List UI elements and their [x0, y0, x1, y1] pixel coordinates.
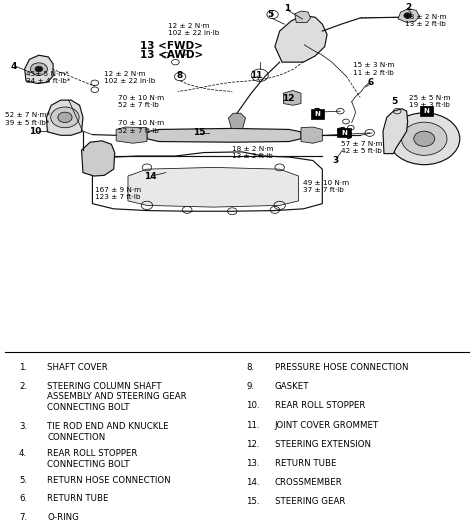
- Text: 57 ± 7 N·m
42 ± 5 ft·lb: 57 ± 7 N·m 42 ± 5 ft·lb: [341, 141, 383, 154]
- Text: 49 ± 10 N·m
37 ± 7 ft·lb: 49 ± 10 N·m 37 ± 7 ft·lb: [303, 180, 349, 193]
- Text: 25 ± 5 N·m
19 ± 3 ft·lb: 25 ± 5 N·m 19 ± 3 ft·lb: [409, 95, 450, 108]
- Circle shape: [401, 122, 447, 155]
- Text: RETURN TUBE: RETURN TUBE: [275, 459, 337, 468]
- Polygon shape: [116, 127, 147, 143]
- Text: 5.: 5.: [19, 476, 27, 485]
- Text: PRESSURE HOSE CONNECTION: PRESSURE HOSE CONNECTION: [275, 363, 409, 372]
- Text: 3: 3: [332, 156, 339, 165]
- Text: 70 ± 10 N·m
52 ± 7 ft·lb: 70 ± 10 N·m 52 ± 7 ft·lb: [118, 120, 164, 134]
- Text: JOINT COVER GROMMET: JOINT COVER GROMMET: [275, 420, 379, 429]
- Polygon shape: [228, 113, 246, 129]
- Circle shape: [414, 131, 435, 146]
- Text: 8: 8: [176, 72, 182, 81]
- Text: 15: 15: [193, 128, 205, 138]
- Text: 1.: 1.: [19, 363, 27, 372]
- Text: 13 <FWD>: 13 <FWD>: [140, 41, 203, 51]
- Text: 5: 5: [391, 97, 398, 106]
- Text: 9: 9: [345, 131, 352, 141]
- Text: 11.: 11.: [246, 420, 260, 429]
- Text: RETURN HOSE CONNECTION: RETURN HOSE CONNECTION: [47, 476, 171, 485]
- Bar: [337, 128, 351, 138]
- Text: 15.: 15.: [246, 497, 260, 506]
- Text: 6: 6: [367, 78, 374, 87]
- Text: 52 ± 7 N·m*
39 ± 5 ft·lb*: 52 ± 7 N·m* 39 ± 5 ft·lb*: [5, 112, 50, 126]
- Text: 4: 4: [11, 62, 18, 72]
- Text: N: N: [341, 130, 347, 135]
- Text: 12 ± 2 N·m
102 ± 22 in·lb: 12 ± 2 N·m 102 ± 22 in·lb: [104, 71, 155, 84]
- Text: CROSSMEMBER: CROSSMEMBER: [275, 478, 343, 487]
- Text: 7.: 7.: [19, 513, 27, 522]
- Text: 12 ± 2 N·m
102 ± 22 in·lb: 12 ± 2 N·m 102 ± 22 in·lb: [168, 22, 219, 36]
- Polygon shape: [283, 90, 301, 105]
- Text: 14: 14: [145, 172, 157, 181]
- Text: 12.: 12.: [246, 440, 260, 449]
- Text: STEERING GEAR: STEERING GEAR: [275, 497, 345, 506]
- Text: STEERING EXTENSION: STEERING EXTENSION: [275, 440, 371, 449]
- Text: TIE ROD END AND KNUCKLE
CONNECTION: TIE ROD END AND KNUCKLE CONNECTION: [47, 422, 169, 442]
- Text: 18 ± 2 N·m
13 ± 2 ft·lb: 18 ± 2 N·m 13 ± 2 ft·lb: [405, 14, 447, 27]
- Text: 3.: 3.: [19, 422, 27, 431]
- Polygon shape: [301, 127, 322, 143]
- Text: 2: 2: [405, 3, 412, 12]
- Text: 15 ± 3 N·m
11 ± 2 ft·lb: 15 ± 3 N·m 11 ± 2 ft·lb: [353, 62, 395, 76]
- Text: 8.: 8.: [246, 363, 255, 372]
- Text: RETURN TUBE: RETURN TUBE: [47, 494, 109, 504]
- Text: N: N: [424, 108, 429, 114]
- Polygon shape: [398, 9, 419, 22]
- Text: 6.: 6.: [19, 494, 27, 504]
- Circle shape: [30, 63, 47, 75]
- Text: STEERING COLUMN SHAFT
ASSEMBLY AND STEERING GEAR
CONNECTING BOLT: STEERING COLUMN SHAFT ASSEMBLY AND STEER…: [47, 382, 187, 412]
- Circle shape: [51, 107, 79, 128]
- Text: 4.: 4.: [19, 449, 27, 458]
- Text: 10.: 10.: [246, 401, 260, 411]
- Circle shape: [404, 13, 411, 18]
- Text: 70 ± 10 N·m
52 ± 7 ft·lb: 70 ± 10 N·m 52 ± 7 ft·lb: [118, 95, 164, 108]
- Text: GASKET: GASKET: [275, 382, 310, 391]
- Circle shape: [389, 113, 460, 165]
- Text: 13 <AWD>: 13 <AWD>: [140, 50, 203, 60]
- Text: 12: 12: [282, 94, 294, 103]
- Text: 13.: 13.: [246, 459, 260, 468]
- Text: REAR ROLL STOPPER: REAR ROLL STOPPER: [275, 401, 365, 411]
- Bar: [311, 109, 324, 119]
- Polygon shape: [46, 100, 83, 135]
- Text: 8: 8: [339, 127, 346, 135]
- Polygon shape: [82, 141, 115, 176]
- Polygon shape: [383, 109, 408, 154]
- Text: SHAFT COVER: SHAFT COVER: [47, 363, 108, 372]
- Polygon shape: [25, 55, 53, 84]
- Text: 167 ± 9 N·m
123 ± 7 ft·lb: 167 ± 9 N·m 123 ± 7 ft·lb: [95, 187, 141, 200]
- Polygon shape: [275, 16, 327, 62]
- Text: 10: 10: [29, 128, 42, 137]
- Text: REAR ROLL STOPPER
CONNECTING BOLT: REAR ROLL STOPPER CONNECTING BOLT: [47, 449, 138, 469]
- Circle shape: [58, 112, 72, 122]
- Bar: [420, 106, 433, 116]
- Text: O-RING: O-RING: [47, 513, 79, 522]
- Text: 2.: 2.: [19, 382, 27, 391]
- Polygon shape: [128, 167, 299, 207]
- Text: 18 ± 2 N·m
13 ± 2 ft·lb: 18 ± 2 N·m 13 ± 2 ft·lb: [232, 146, 274, 159]
- Text: 1: 1: [283, 4, 290, 13]
- Text: 5: 5: [267, 10, 273, 19]
- Text: 7: 7: [313, 108, 320, 117]
- Text: 14.: 14.: [246, 478, 260, 487]
- Text: 9.: 9.: [246, 382, 255, 391]
- Circle shape: [35, 66, 43, 72]
- Polygon shape: [147, 129, 301, 142]
- Text: 45± 5 N·m*
34 ± 4 ft·lb*: 45± 5 N·m* 34 ± 4 ft·lb*: [26, 71, 71, 84]
- Text: 11: 11: [250, 71, 262, 79]
- Polygon shape: [295, 11, 310, 22]
- Text: N: N: [315, 111, 320, 117]
